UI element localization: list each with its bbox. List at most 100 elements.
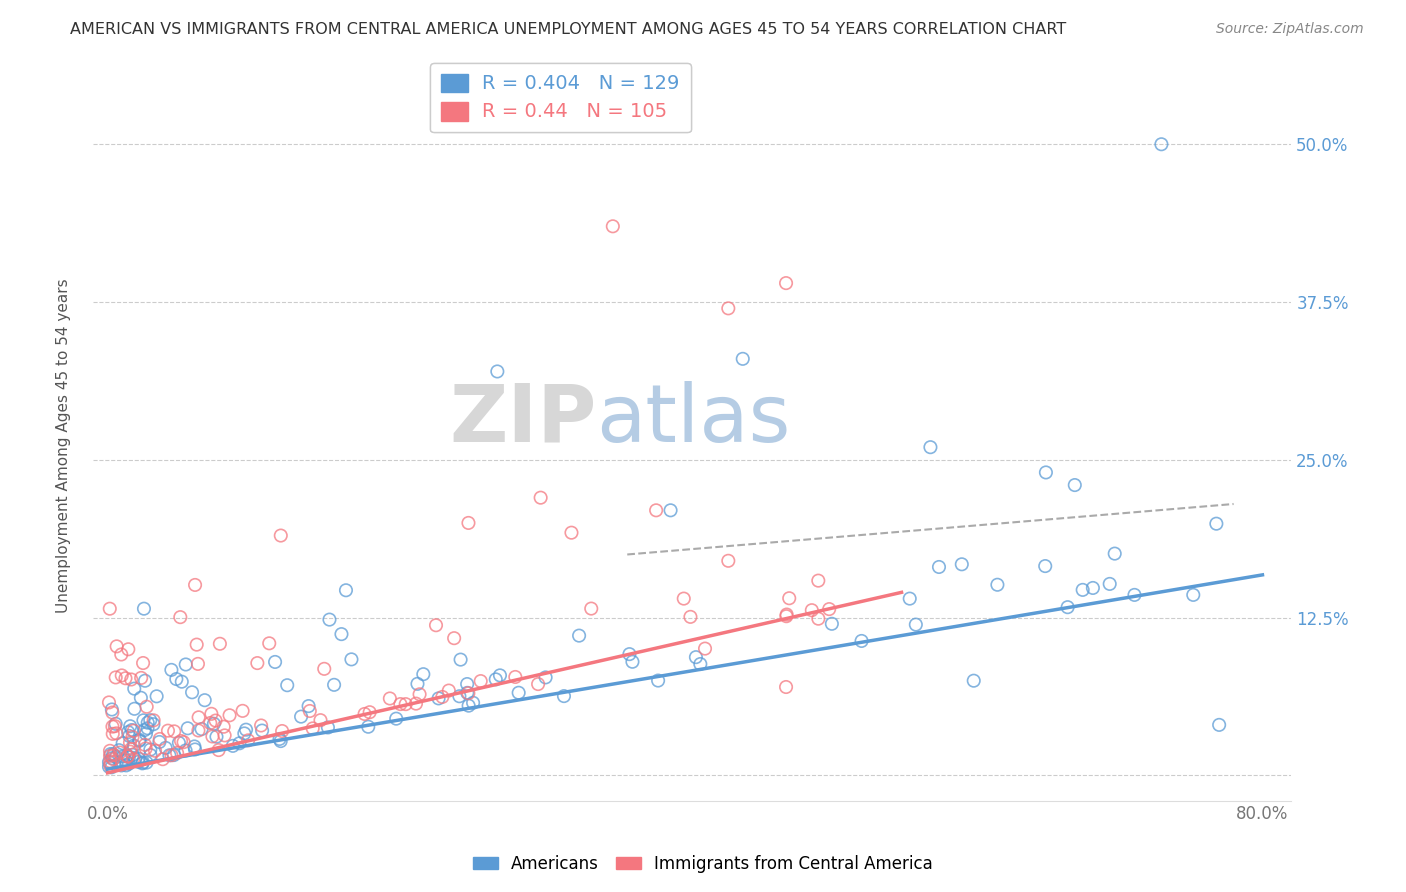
Point <box>121 730 143 744</box>
Point <box>1182 588 1205 602</box>
Point <box>101 747 124 762</box>
Point <box>101 727 124 741</box>
Point <box>264 655 287 669</box>
Point <box>108 743 131 757</box>
Point <box>104 716 127 731</box>
Point <box>135 699 157 714</box>
Point <box>553 689 575 703</box>
Point <box>174 657 197 672</box>
Point <box>143 744 166 758</box>
Point <box>568 629 591 643</box>
Point <box>98 758 121 772</box>
Point <box>187 710 209 724</box>
Point <box>212 720 235 734</box>
Point <box>427 691 450 706</box>
Point <box>103 747 125 762</box>
Point <box>222 739 245 753</box>
Point <box>904 617 927 632</box>
Point <box>117 725 139 739</box>
Point <box>560 525 582 540</box>
Point <box>155 740 177 755</box>
Point <box>152 752 174 766</box>
Point <box>679 610 702 624</box>
Point <box>301 722 323 736</box>
Point <box>136 721 159 735</box>
Point <box>167 736 190 750</box>
Point <box>1063 478 1085 492</box>
Point <box>105 750 128 764</box>
Point <box>176 721 198 735</box>
Point <box>160 663 183 677</box>
Point <box>1098 577 1121 591</box>
Point <box>163 747 186 762</box>
Point <box>898 591 921 606</box>
Point <box>98 744 121 758</box>
Point <box>685 650 707 665</box>
Point <box>132 756 155 770</box>
Point <box>120 742 142 756</box>
Point <box>136 715 159 730</box>
Point <box>581 601 603 615</box>
Point <box>775 609 797 624</box>
Point <box>236 733 259 747</box>
Point <box>134 723 156 738</box>
Point <box>235 723 257 737</box>
Point <box>534 670 557 684</box>
Point <box>110 758 132 772</box>
Point <box>851 634 873 648</box>
Legend: Americans, Immigrants from Central America: Americans, Immigrants from Central Ameri… <box>467 848 939 880</box>
Point <box>395 697 418 711</box>
Point <box>187 723 209 738</box>
Point <box>166 746 188 760</box>
Point <box>184 578 207 592</box>
Point <box>98 695 121 709</box>
Point <box>174 743 197 757</box>
Point <box>118 756 141 771</box>
Point <box>124 702 146 716</box>
Point <box>122 681 145 696</box>
Point <box>602 219 624 234</box>
Point <box>142 714 165 728</box>
Point <box>775 276 797 290</box>
Point <box>309 713 332 727</box>
Point <box>457 686 479 700</box>
Point <box>717 554 740 568</box>
Point <box>205 730 228 744</box>
Point <box>246 656 269 670</box>
Point <box>276 678 298 692</box>
Point <box>425 618 447 632</box>
Point <box>437 683 460 698</box>
Point <box>142 717 165 731</box>
Point <box>110 648 132 662</box>
Point <box>271 724 294 739</box>
Point <box>139 747 162 762</box>
Point <box>157 748 180 763</box>
Point <box>135 741 157 756</box>
Point <box>120 719 142 733</box>
Point <box>314 662 336 676</box>
Point <box>456 686 478 700</box>
Point <box>821 616 844 631</box>
Point <box>139 713 162 727</box>
Point <box>101 720 124 734</box>
Point <box>318 613 340 627</box>
Text: Unemployment Among Ages 45 to 54 years: Unemployment Among Ages 45 to 54 years <box>56 278 70 614</box>
Point <box>778 591 800 606</box>
Point <box>405 697 427 711</box>
Point <box>145 690 167 704</box>
Point <box>200 706 222 721</box>
Point <box>183 739 205 754</box>
Point <box>101 702 124 716</box>
Point <box>389 697 412 711</box>
Point <box>129 690 152 705</box>
Point <box>104 670 127 684</box>
Point <box>505 670 527 684</box>
Point <box>98 754 121 768</box>
Point <box>619 647 641 661</box>
Point <box>340 652 363 666</box>
Point <box>1104 547 1126 561</box>
Point <box>204 714 226 728</box>
Point <box>818 602 841 616</box>
Point <box>132 656 155 670</box>
Point <box>330 627 353 641</box>
